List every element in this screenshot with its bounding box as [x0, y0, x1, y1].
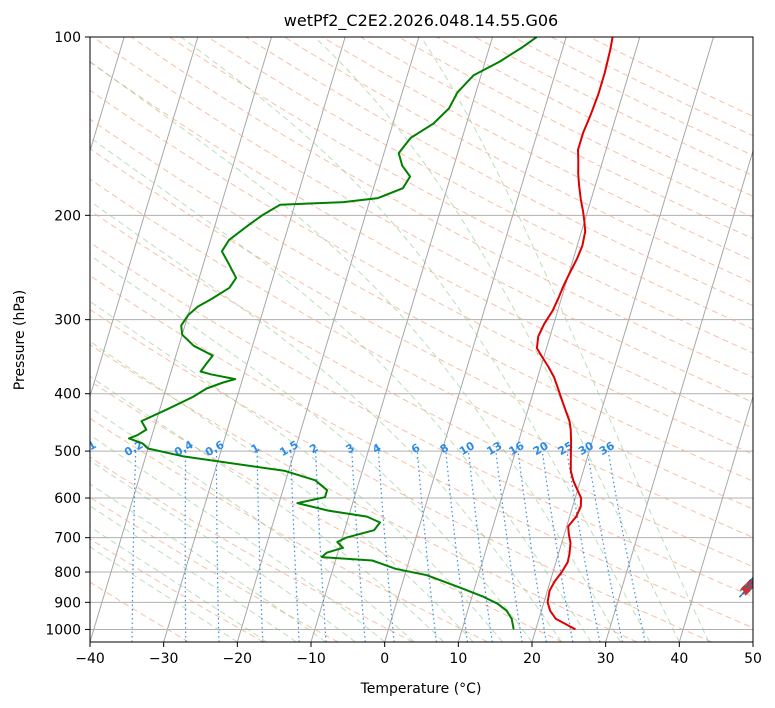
x-tick-label: −30 — [149, 651, 179, 667]
moist-adiabat-line — [90, 200, 562, 642]
dry-adiabat-line — [90, 89, 753, 455]
dry-adiabat-line — [360, 37, 753, 240]
moist-adiabat-line — [420, 37, 710, 642]
y-tick-label: 600 — [54, 491, 81, 507]
dry-adiabat-line — [90, 344, 638, 642]
dry-adiabat-line — [169, 37, 753, 354]
mixing-ratio-label: 0.1 — [75, 438, 98, 459]
mixing-ratio-line — [467, 451, 493, 642]
dry-adiabat-line — [131, 37, 753, 378]
mixing-ratio-line — [416, 451, 437, 642]
y-tick-label: 200 — [54, 208, 81, 224]
x-tick-label: 20 — [523, 651, 541, 667]
isotherm-line — [384, 37, 567, 642]
dry-adiabat-line — [90, 456, 414, 642]
y-tick-label: 900 — [54, 595, 81, 611]
x-tick-label: 30 — [597, 651, 615, 667]
dry-adiabat-line — [90, 241, 753, 598]
temperature-profile-line — [535, 37, 614, 631]
dry-adiabat-line — [90, 118, 753, 482]
y-axis-label: Pressure (hPa) — [12, 290, 28, 390]
mixing-ratio-line — [517, 451, 547, 642]
mixing-ratio-line — [315, 451, 327, 642]
dry-adiabat-line — [322, 37, 753, 262]
y-tick-label: 300 — [54, 313, 81, 329]
dry-adiabat-line — [90, 61, 753, 429]
y-tick-label: 800 — [54, 565, 81, 581]
dry-adiabat-label: 0 — [741, 580, 756, 595]
dry-adiabat-line — [93, 37, 753, 403]
mixing-ratio-line — [495, 451, 523, 642]
mixing-ratio-line — [82, 451, 89, 642]
mixing-ratio-line — [377, 451, 395, 642]
dry-adiabat-line — [90, 209, 753, 568]
mixing-ratio-line — [566, 451, 601, 642]
moist-adiabat-line — [90, 60, 621, 642]
y-tick-label: 400 — [54, 387, 81, 403]
isotherm-line — [90, 37, 199, 399]
plot-frame — [89, 36, 754, 643]
moist-adiabat-line — [90, 483, 327, 642]
isotherm-line — [90, 37, 125, 153]
dry-adiabat-line — [90, 309, 712, 642]
moist-adiabat-line — [90, 300, 503, 642]
y-tick-label: 1000 — [45, 622, 81, 638]
x-tick-label: 0 — [380, 651, 389, 667]
mixing-ratio-line — [445, 451, 469, 642]
chart-title: wetPf2_C2E2.2026.048.14.55.G06 — [284, 11, 558, 31]
isotherm-line — [310, 37, 493, 642]
dry-adiabat-line — [474, 37, 753, 177]
x-tick-label: 40 — [670, 651, 688, 667]
moist-adiabat-line — [90, 505, 297, 642]
dry-adiabat-line — [90, 496, 339, 642]
moist-adiabat-line — [180, 37, 651, 642]
isotherm-line — [678, 394, 753, 642]
moist-adiabat-line — [90, 459, 356, 642]
moist-adiabat-line — [313, 37, 680, 642]
dry-adiabat-line — [90, 274, 753, 629]
x-tick-label: −40 — [75, 651, 105, 667]
mixing-ratio-line — [215, 451, 220, 642]
isotherm-line — [236, 37, 420, 642]
isotherm-line — [605, 149, 753, 642]
dry-adiabat-line — [436, 37, 753, 197]
isotherm-line — [90, 37, 272, 642]
mixing-ratio-line — [290, 451, 300, 642]
mixing-ratio-line — [184, 451, 187, 642]
dry-adiabat-line — [90, 380, 563, 642]
x-axis-label: Temperature (°C) — [360, 681, 482, 697]
mixing-ratio-line — [351, 451, 366, 642]
mixing-ratio-line — [131, 451, 137, 642]
dry-adiabat-line — [398, 37, 753, 218]
x-tick-label: 10 — [449, 651, 467, 667]
moist-adiabat-line — [90, 375, 444, 642]
mixing-ratio-line — [541, 451, 574, 642]
moist-adiabat-line — [90, 254, 533, 642]
x-tick-label: 50 — [744, 651, 762, 667]
y-tick-label: 500 — [54, 444, 81, 460]
x-tick-label: −20 — [223, 651, 253, 667]
isotherm-line — [163, 37, 346, 642]
y-tick-label: 100 — [54, 30, 81, 46]
moist-adiabat-line — [90, 340, 474, 642]
dry-adiabat-line — [283, 37, 753, 284]
mixing-ratio-line — [256, 451, 264, 642]
x-tick-label: −10 — [296, 651, 326, 667]
dewpoint-profile-line — [128, 37, 538, 630]
moist-adiabat-line — [90, 406, 415, 642]
y-tick-label: 700 — [54, 531, 81, 547]
isotherm-line — [752, 640, 753, 642]
